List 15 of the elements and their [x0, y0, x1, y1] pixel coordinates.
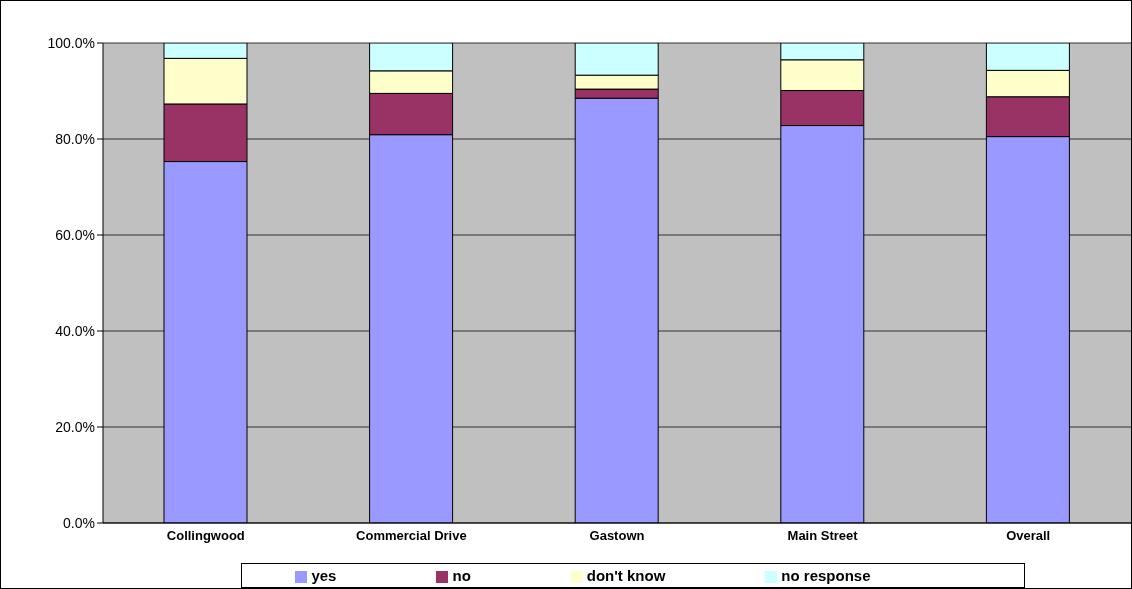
legend-label: don't know	[586, 567, 666, 584]
y-tick-label: 60.0%	[55, 226, 95, 243]
y-tick-label: 0.0%	[63, 514, 95, 531]
x-tick-label: Gastown	[589, 528, 645, 544]
x-tick-label: Commercial Drive	[356, 528, 467, 544]
x-tick-label: Main Street	[787, 528, 859, 544]
legend-label: yes	[311, 567, 337, 584]
x-tick-label: Collingwood	[166, 528, 245, 544]
legend-label: no response	[781, 567, 871, 584]
y-tick-label: 40.0%	[55, 322, 95, 339]
y-tick-label: 100.0%	[47, 34, 95, 51]
y-tick-label: 20.0%	[55, 418, 95, 435]
x-tick-label: Overall	[1006, 528, 1051, 544]
y-tick-label: 80.0%	[55, 130, 95, 147]
legend-label: no	[452, 567, 471, 584]
